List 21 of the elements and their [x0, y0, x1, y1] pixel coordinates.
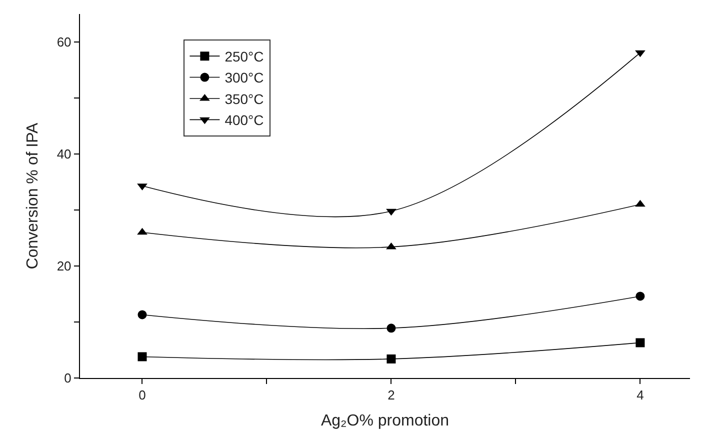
x-tick-label: 2 — [388, 388, 395, 403]
point — [138, 352, 147, 362]
y-tick-label: 60 — [56, 34, 72, 50]
x-axis-title: Ag₂O% promotion — [320, 412, 450, 430]
legend-label: 250°C — [224, 48, 264, 65]
x-tick-label: 4 — [636, 388, 644, 403]
y-tick-label: 0 — [64, 370, 72, 386]
legend-label: 400°C — [224, 112, 264, 128]
point — [138, 310, 147, 320]
y-axis-title: Conversion % of IPA — [24, 122, 42, 270]
legend-label: 350°C — [224, 90, 264, 107]
point — [636, 338, 645, 348]
point — [386, 324, 396, 333]
y-tick-label: 40 — [56, 146, 72, 162]
point — [386, 208, 396, 216]
point — [635, 50, 646, 58]
legend-label: 300°C — [224, 70, 264, 86]
x-tick-label: 0 — [138, 388, 146, 403]
y-tick-label: 20 — [56, 258, 72, 274]
point — [636, 292, 645, 301]
point — [386, 354, 396, 364]
